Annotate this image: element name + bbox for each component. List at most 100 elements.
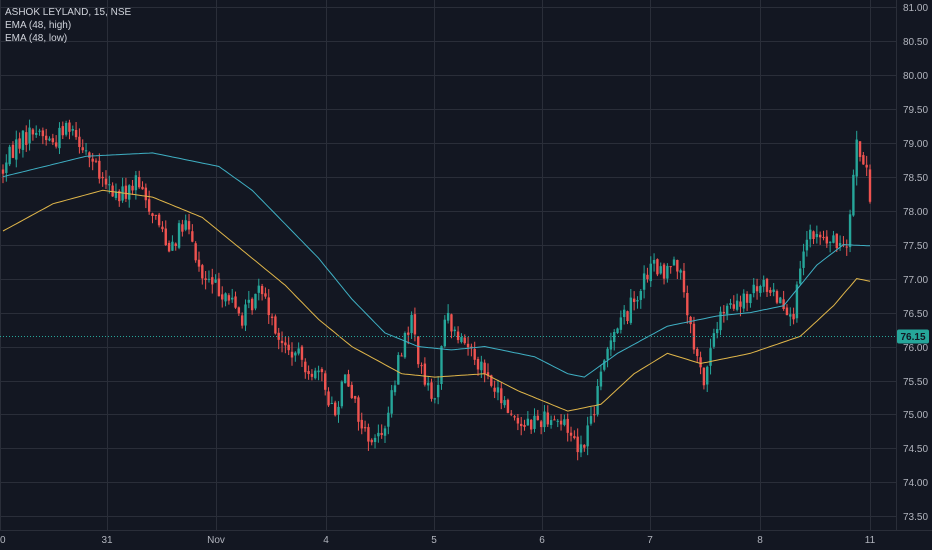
candle-body xyxy=(712,333,716,347)
candle-body xyxy=(157,214,161,226)
candle-body xyxy=(546,412,549,425)
candle-body xyxy=(167,242,171,252)
time-tick-label: 8 xyxy=(757,535,763,546)
candle-body xyxy=(745,293,749,303)
candle-body xyxy=(194,243,197,261)
candle-body xyxy=(490,375,493,386)
candle-body xyxy=(652,259,656,264)
candle-body xyxy=(583,444,586,448)
candle-body xyxy=(111,185,114,197)
candle-body xyxy=(676,260,679,272)
candle-body xyxy=(679,270,682,273)
time-tick-label: 4 xyxy=(323,535,329,546)
candle-body xyxy=(755,286,759,292)
candle-body xyxy=(197,259,201,267)
candle-body xyxy=(390,390,393,414)
candle-body xyxy=(466,343,470,348)
candle-body xyxy=(818,234,822,238)
candle-body xyxy=(752,284,755,294)
candle-body xyxy=(506,399,510,413)
candle-body xyxy=(393,385,397,393)
candle-body xyxy=(5,162,8,173)
candle-body xyxy=(21,130,25,150)
candle-body xyxy=(287,344,290,351)
time-tick-label: 7 xyxy=(647,535,653,546)
candle-body xyxy=(446,312,450,321)
candle-body xyxy=(104,178,108,185)
candle-body xyxy=(204,278,207,280)
candle-body xyxy=(563,419,566,425)
candle-body xyxy=(360,419,363,429)
candle-body xyxy=(759,286,762,293)
candle-body xyxy=(473,349,476,360)
candle-body xyxy=(450,314,453,332)
candle-body xyxy=(742,293,745,309)
candle-body xyxy=(227,295,231,301)
candle-body xyxy=(825,236,829,244)
candle-body xyxy=(201,265,204,279)
candle-body xyxy=(221,294,224,300)
candle-body xyxy=(553,419,556,421)
candle-body xyxy=(855,139,858,177)
candle-body xyxy=(822,237,825,239)
candle-body xyxy=(430,382,433,399)
candle-body xyxy=(533,415,536,429)
candle-body xyxy=(377,432,380,437)
legend-ema-low[interactable]: EMA (48, low) xyxy=(5,33,68,44)
candle-body xyxy=(357,397,360,422)
candle-body xyxy=(161,226,164,230)
candle-body xyxy=(503,400,506,406)
price-tick-label: 80.00 xyxy=(903,71,928,82)
candle-body xyxy=(699,357,702,368)
candle-body xyxy=(496,387,500,393)
legend-ema-high[interactable]: EMA (48, high) xyxy=(5,20,72,31)
candle-body xyxy=(91,158,94,162)
price-axis[interactable]: 81.00 80.50 80.00 79.50 79.00 78.50 78.00 77.50… xyxy=(903,3,928,523)
candle-body xyxy=(28,127,31,144)
candle-body xyxy=(536,415,540,421)
candle-body xyxy=(217,278,221,297)
candle-body xyxy=(858,141,862,157)
candle-body xyxy=(260,285,264,295)
candle-body xyxy=(240,315,244,326)
candle-body xyxy=(128,185,131,200)
candle-body xyxy=(559,420,563,425)
candle-body xyxy=(333,402,337,416)
candle-body xyxy=(772,289,775,292)
candle-body xyxy=(51,138,55,143)
time-tick-label: Nov xyxy=(207,535,225,546)
candle-body xyxy=(715,329,719,334)
candle-body xyxy=(343,374,347,384)
candle-body xyxy=(779,297,782,304)
candle-body xyxy=(785,307,789,316)
candle-body xyxy=(38,130,41,132)
candle-body xyxy=(709,348,712,366)
candle-body xyxy=(307,370,310,375)
candle-body xyxy=(480,361,483,371)
candle-body xyxy=(440,346,443,384)
candle-body xyxy=(54,142,58,147)
candle-body xyxy=(656,259,659,275)
candle-body xyxy=(486,372,490,376)
candle-body xyxy=(669,266,672,268)
candle-body xyxy=(868,169,872,202)
candle-body xyxy=(596,386,599,415)
price-tick-label: 80.50 xyxy=(903,37,928,48)
candle-body xyxy=(234,296,237,308)
candle-body xyxy=(686,292,689,316)
candle-body xyxy=(237,307,241,314)
time-axis[interactable]: 30 31 Nov 4 5 6 7 8 11 xyxy=(0,535,876,546)
candle-body xyxy=(154,214,158,216)
grid-lines xyxy=(0,0,896,530)
candle-body xyxy=(513,416,516,418)
candle-body xyxy=(556,420,559,422)
candle-body xyxy=(174,243,177,246)
candle-body xyxy=(483,362,486,374)
candle-body xyxy=(294,352,297,356)
symbol-title[interactable]: ASHOK LEYLAND, 15, NSE xyxy=(5,7,132,18)
candle-body xyxy=(629,297,633,323)
candle-body xyxy=(426,382,430,386)
candle-body xyxy=(280,340,284,344)
